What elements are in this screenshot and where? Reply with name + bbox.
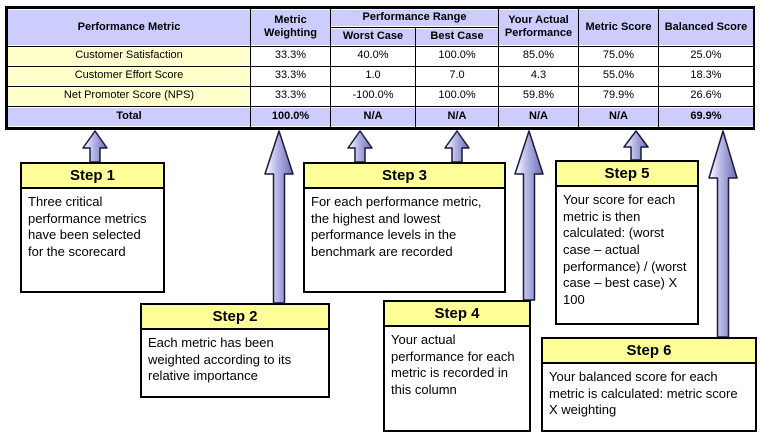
- col-header-worst-case: Worst Case: [330, 26, 416, 47]
- col-header-best-case: Best Case: [415, 26, 499, 47]
- total-score: N/A: [578, 105, 659, 128]
- total-label: Total: [7, 105, 251, 128]
- metric-score-value: 79.9%: [578, 85, 659, 107]
- step-3-title: Step 3: [305, 164, 504, 189]
- step-5-box: Step 5 Your score for each metric is the…: [555, 160, 699, 325]
- step-3-box: Step 3 For each performance metric, the …: [303, 162, 506, 293]
- actual-performance-value: 59.8%: [498, 85, 579, 107]
- metric-name: Customer Satisfaction: [7, 45, 251, 67]
- col-header-metric-weighting: Metric Weighting: [250, 8, 331, 47]
- total-worst: N/A: [330, 105, 416, 128]
- up-arrow-step3-best-icon: [444, 130, 470, 163]
- step-3-text: For each performance metric, the highest…: [311, 194, 482, 259]
- total-row: Total 100.0% N/A N/A N/A N/A 69.9%: [7, 105, 754, 128]
- step-5-text: Your score for each metric is then calcu…: [563, 192, 687, 307]
- table-row: Customer Satisfaction 33.3% 40.0% 100.0%…: [7, 45, 754, 67]
- total-weighting: 100.0%: [250, 105, 331, 128]
- weighting-value: 33.3%: [250, 85, 331, 107]
- metric-name: Net Promoter Score (NPS): [7, 85, 251, 107]
- balanced-score-value: 25.0%: [658, 45, 754, 67]
- step-4-text: Your actual performance for each metric …: [391, 332, 515, 397]
- step-2-title: Step 2: [142, 305, 328, 330]
- worst-case-value: 40.0%: [330, 45, 416, 67]
- step-2-box: Step 2 Each metric has been weighted acc…: [140, 303, 330, 398]
- metric-score-value: 75.0%: [578, 45, 659, 67]
- up-arrow-step4-icon: [514, 130, 544, 301]
- col-header-metric-score: Metric Score: [578, 8, 659, 47]
- actual-performance-value: 4.3: [498, 65, 579, 87]
- up-arrow-step6-icon: [708, 130, 738, 338]
- best-case-value: 100.0%: [415, 85, 499, 107]
- table-row: Customer Effort Score 33.3% 1.0 7.0 4.3 …: [7, 65, 754, 87]
- worst-case-value: 1.0: [330, 65, 416, 87]
- worst-case-value: -100.0%: [330, 85, 416, 107]
- table-row: Net Promoter Score (NPS) 33.3% -100.0% 1…: [7, 85, 754, 107]
- step-4-box: Step 4 Your actual performance for each …: [383, 300, 531, 432]
- metric-score-value: 55.0%: [578, 65, 659, 87]
- step-1-text: Three critical performance metrics have …: [28, 194, 147, 259]
- total-best: N/A: [415, 105, 499, 128]
- up-arrow-step1-icon: [82, 130, 108, 163]
- best-case-value: 7.0: [415, 65, 499, 87]
- col-header-balanced-score: Balanced Score: [658, 8, 754, 47]
- col-header-performance-range: Performance Range: [330, 8, 499, 28]
- step-6-title: Step 6: [543, 339, 755, 364]
- step-2-text: Each metric has been weighted according …: [148, 335, 292, 384]
- scorecard-table: Performance Metric Metric Weighting Perf…: [5, 6, 755, 130]
- step-1-box: Step 1 Three critical performance metric…: [20, 162, 165, 293]
- best-case-value: 100.0%: [415, 45, 499, 67]
- up-arrow-step3-worst-icon: [347, 130, 373, 163]
- step-5-title: Step 5: [557, 162, 697, 187]
- up-arrow-step2-icon: [264, 130, 294, 304]
- step-6-text: Your balanced score for each metric is c…: [549, 369, 738, 418]
- metric-name: Customer Effort Score: [7, 65, 251, 87]
- up-arrow-step5-icon: [623, 130, 649, 161]
- balanced-score-value: 18.3%: [658, 65, 754, 87]
- step-4-title: Step 4: [385, 302, 529, 327]
- col-header-your-actual-performance: Your Actual Performance: [498, 8, 579, 47]
- weighting-value: 33.3%: [250, 65, 331, 87]
- total-actual: N/A: [498, 105, 579, 128]
- col-header-performance-metric: Performance Metric: [7, 8, 251, 47]
- balanced-score-value: 26.6%: [658, 85, 754, 107]
- step-6-box: Step 6 Your balanced score for each metr…: [541, 337, 757, 432]
- total-balanced: 69.9%: [658, 105, 754, 128]
- actual-performance-value: 85.0%: [498, 45, 579, 67]
- step-1-title: Step 1: [22, 164, 163, 189]
- weighting-value: 33.3%: [250, 45, 331, 67]
